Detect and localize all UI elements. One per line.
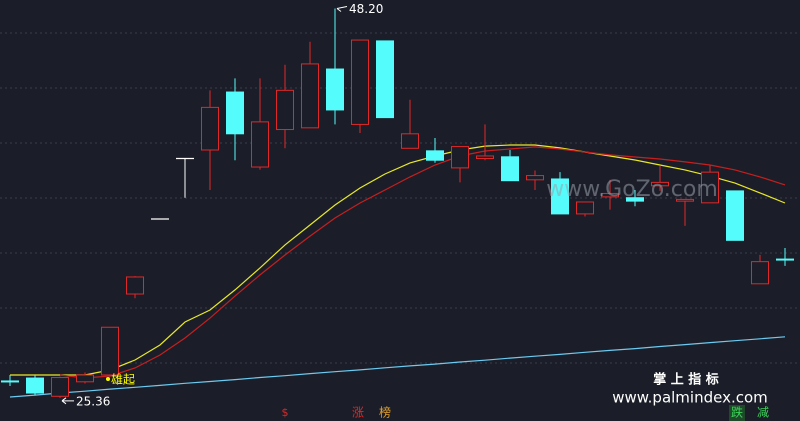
candle-body	[601, 192, 619, 198]
candle-body	[326, 68, 344, 111]
watermark: www.GoZo.com	[546, 177, 718, 202]
button[interactable]: 榜	[379, 405, 391, 420]
button[interactable]: $	[282, 406, 289, 419]
candle-body	[726, 190, 744, 241]
candle-body	[551, 178, 569, 215]
candle-body	[301, 63, 319, 129]
candle-body	[451, 146, 469, 169]
button[interactable]: 减	[757, 406, 769, 420]
candle-body	[426, 150, 444, 161]
candle-body	[701, 171, 719, 204]
button[interactable]: 跌	[731, 405, 743, 420]
candle-body	[126, 276, 144, 295]
candle-body	[276, 89, 294, 131]
candle-body	[251, 121, 269, 168]
ma-line	[10, 144, 786, 376]
candle-body	[376, 40, 394, 119]
candle-body	[351, 39, 369, 125]
ma-line	[59, 146, 786, 379]
candle-body	[476, 155, 494, 160]
candle-body	[626, 197, 644, 202]
candle-body	[101, 326, 119, 376]
max-label: 48.20	[349, 2, 383, 16]
candle-body	[526, 175, 544, 181]
candle-body	[76, 374, 94, 383]
ma-line	[9, 336, 786, 398]
candle-body	[651, 181, 669, 187]
min-label: 25.36	[76, 394, 110, 408]
signal: 雄起	[111, 372, 135, 387]
signal-dot	[106, 377, 110, 381]
button[interactable]: 涨	[352, 405, 364, 420]
button-bg	[729, 405, 745, 421]
candle-body	[576, 201, 594, 215]
candle-body	[51, 377, 69, 397]
candle-body	[676, 198, 694, 202]
background-grid	[0, 32, 800, 364]
candle-body	[1, 380, 19, 383]
candle-body	[501, 156, 519, 182]
candle-body	[401, 133, 419, 149]
min-arrow	[61, 397, 74, 405]
candles	[1, 8, 794, 398]
candle-body	[226, 91, 244, 135]
candle-body	[776, 258, 794, 261]
candle-body	[751, 261, 769, 285]
candle-body	[26, 377, 44, 394]
site: www.palmindex.com	[612, 389, 768, 407]
candle-body	[201, 106, 219, 151]
moving-averages	[9, 144, 786, 398]
max-arrow	[336, 6, 348, 12]
brand: 掌 上 指 标	[653, 372, 719, 388]
